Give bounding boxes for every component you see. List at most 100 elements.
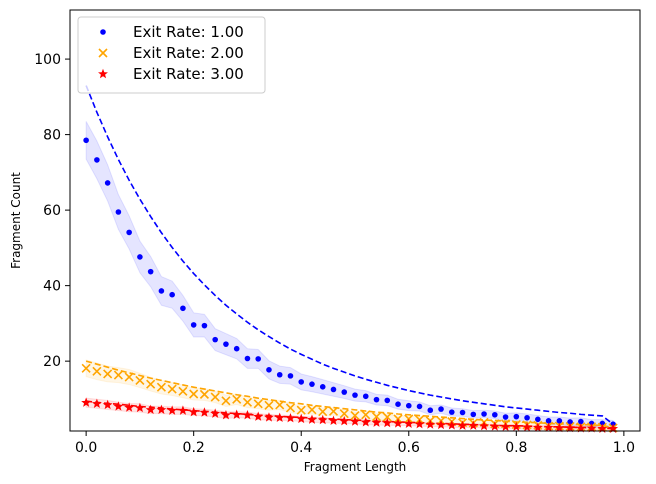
data-point <box>578 418 584 425</box>
legend-box <box>77 16 266 94</box>
x-tick-label: 0.6 <box>398 440 420 456</box>
data-point <box>190 322 197 328</box>
data-point <box>384 397 391 404</box>
data-point <box>545 418 552 424</box>
data-point <box>416 403 423 410</box>
data-point <box>180 305 186 312</box>
data-point <box>436 419 446 430</box>
data-point <box>405 402 412 409</box>
data-point <box>307 414 317 424</box>
data-point <box>352 392 358 398</box>
data-point <box>147 268 154 275</box>
data-point <box>113 401 124 411</box>
data-point <box>565 422 576 433</box>
data-point <box>470 411 477 418</box>
data-point <box>511 421 522 432</box>
y-tick-label: 20 <box>43 354 61 370</box>
fit-line <box>86 400 614 430</box>
data-point <box>126 229 132 236</box>
data-point <box>535 416 541 423</box>
data-point <box>199 389 209 399</box>
y-axis-ticks: 20 40 60 80 100 <box>34 52 70 370</box>
data-point <box>543 422 554 432</box>
data-point <box>361 410 371 420</box>
data-point <box>586 423 597 433</box>
data-point <box>350 410 360 421</box>
legend-label: Exit Rate: 1.00 <box>133 23 244 41</box>
data-point <box>285 412 296 423</box>
data-point <box>115 209 122 215</box>
data-point <box>104 180 111 186</box>
data-point <box>608 423 619 433</box>
data-point <box>481 411 487 417</box>
y-axis-label: Fragment Count <box>9 172 23 269</box>
data-point <box>188 406 199 417</box>
data-point <box>145 404 156 415</box>
data-point <box>255 356 262 362</box>
data-point <box>296 405 306 415</box>
x-tick-label: 0.4 <box>290 440 312 456</box>
data-point <box>113 370 123 380</box>
data-point <box>231 409 242 419</box>
fit-lines <box>85 85 614 430</box>
data-point <box>124 402 135 412</box>
data-point <box>468 420 479 430</box>
data-point <box>513 413 520 420</box>
data-point <box>457 420 468 430</box>
data-point <box>167 384 177 394</box>
y-tick-label: 60 <box>43 203 61 219</box>
data-point <box>427 407 434 414</box>
data-point <box>362 393 369 400</box>
data-point <box>201 322 208 329</box>
data-point <box>425 419 436 429</box>
data-point <box>317 414 328 425</box>
data-point <box>403 418 414 429</box>
data-point <box>287 373 294 379</box>
data-point <box>522 422 533 432</box>
data-point <box>233 345 240 352</box>
data-point <box>307 405 317 415</box>
data-point <box>489 421 500 431</box>
data-point <box>253 411 264 421</box>
data-point <box>223 341 229 347</box>
data-point <box>309 381 315 387</box>
data-point <box>339 415 350 426</box>
x-tick-label: 1.0 <box>613 440 635 456</box>
data-point <box>446 420 457 430</box>
data-point <box>103 369 113 379</box>
data-point <box>244 355 251 362</box>
y-tick-label: 40 <box>43 279 61 295</box>
data-point <box>81 363 91 373</box>
data-point <box>393 418 403 428</box>
data-point <box>158 288 165 294</box>
data-point <box>382 417 393 428</box>
data-point <box>210 408 221 418</box>
data-point <box>167 405 178 415</box>
data-point <box>459 409 466 416</box>
data-point <box>395 401 401 407</box>
data-point <box>479 420 489 431</box>
data-point <box>253 399 263 409</box>
data-point <box>285 403 296 413</box>
y-tick-label: 100 <box>34 52 61 68</box>
data-point <box>500 421 511 432</box>
data-point <box>448 409 455 415</box>
data-point <box>330 386 337 393</box>
data-point <box>274 412 285 422</box>
data-point <box>178 386 188 396</box>
data-point <box>135 375 145 385</box>
data-point <box>371 417 382 427</box>
data-point <box>382 412 392 422</box>
data-point <box>492 411 498 418</box>
legend: Exit Rate: 1.00 Exit Rate: 2.00 Exit Rate:… <box>77 16 266 94</box>
data-point <box>221 409 231 420</box>
data-point <box>83 137 89 144</box>
data-point <box>296 413 307 424</box>
y-tick-label: 80 <box>43 128 61 144</box>
data-point <box>575 423 586 433</box>
data-point <box>556 418 563 424</box>
data-point <box>567 419 573 425</box>
data-point <box>94 157 100 163</box>
data-point <box>360 417 371 427</box>
